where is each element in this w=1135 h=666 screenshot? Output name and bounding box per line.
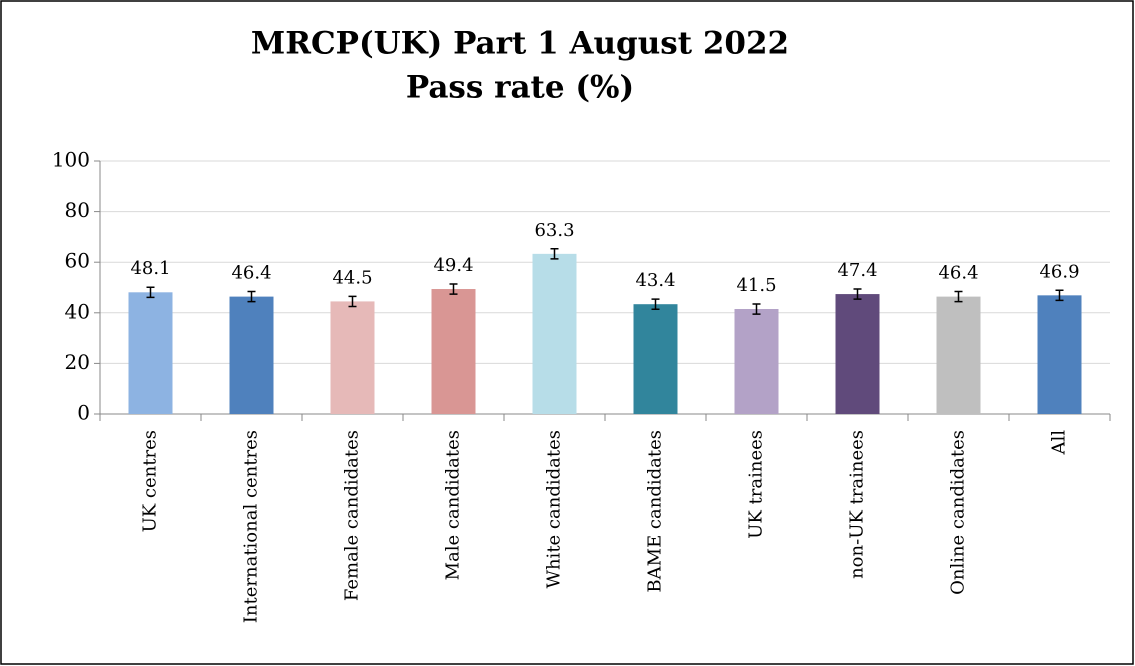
error-bar: [247, 290, 256, 303]
chart-title: Pass rate (%): [406, 70, 634, 106]
x-tick-label: All: [1049, 430, 1070, 456]
y-tick-label: 0: [77, 401, 90, 425]
x-tick-label: Online candidates: [948, 430, 969, 595]
bar: [936, 296, 981, 414]
data-label: 41.5: [736, 275, 776, 296]
x-tick-label: BAME candidates: [645, 430, 666, 593]
bar: [532, 253, 577, 414]
x-tick-label: UK centres: [140, 430, 161, 532]
bar: [1037, 295, 1082, 414]
data-label: 49.4: [433, 255, 473, 276]
error-bar: [550, 248, 559, 260]
error-bar: [449, 283, 458, 295]
data-label: 47.4: [837, 260, 877, 281]
data-label: 46.4: [231, 263, 271, 284]
error-bar: [853, 288, 862, 300]
error-bar: [651, 298, 660, 311]
y-tick-label: 40: [65, 299, 90, 323]
error-bar: [954, 290, 963, 303]
bar: [431, 289, 476, 414]
bar: [128, 292, 173, 414]
x-tick-label: UK trainees: [746, 430, 767, 539]
data-label: 43.4: [635, 270, 675, 291]
x-tick-label: non-UK trainees: [847, 430, 868, 579]
data-label: 46.9: [1039, 261, 1079, 282]
data-label: 63.3: [534, 220, 574, 241]
bar: [734, 309, 779, 414]
x-tick-label: Female candidates: [342, 430, 363, 601]
error-bar: [1055, 289, 1064, 302]
data-label: 46.4: [938, 263, 978, 284]
x-tick-label: Male candidates: [443, 430, 464, 580]
error-bar: [752, 303, 761, 315]
chart-title: MRCP(UK) Part 1 August 2022: [251, 26, 789, 62]
data-label: 44.5: [332, 267, 372, 288]
x-tick-label: White candidates: [544, 430, 565, 589]
x-tick-label: International centres: [241, 430, 262, 623]
bar: [330, 301, 375, 414]
error-bar: [146, 286, 155, 299]
y-tick-label: 80: [65, 198, 90, 222]
error-bar: [348, 295, 357, 308]
bar: [229, 296, 274, 414]
data-label: 48.1: [130, 258, 170, 279]
y-tick-label: 20: [65, 350, 90, 374]
bar: [633, 304, 678, 414]
y-tick-label: 100: [52, 148, 90, 172]
y-tick-label: 60: [65, 249, 90, 273]
bar: [835, 294, 880, 414]
